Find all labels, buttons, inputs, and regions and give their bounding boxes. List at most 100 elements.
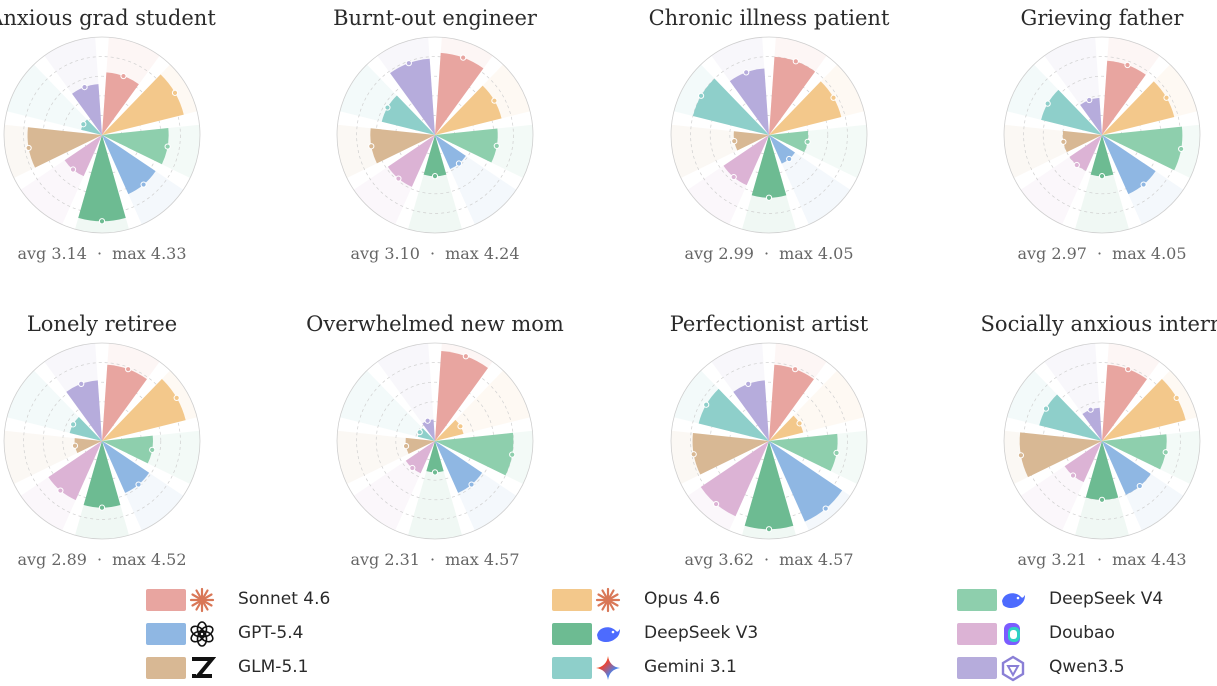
value-dot: [80, 121, 87, 128]
bar-qwen3-5: [729, 68, 769, 135]
value-dot: [25, 144, 32, 152]
grid-ring: [1023, 362, 1181, 520]
bar-deepseek-v3: [744, 441, 794, 530]
grid-ring: [336, 36, 534, 234]
bar-deepseek-v4: [1102, 434, 1167, 470]
panel-stats: avg 2.89 · max 4.52: [0, 550, 254, 569]
value-dot: [402, 443, 410, 450]
legend-item: Doubao: [957, 619, 1217, 647]
value-dot: [171, 89, 179, 96]
bar-gpt-5-4: [435, 441, 483, 493]
bar-glm-5-1: [1019, 432, 1102, 478]
separator: ·: [96, 550, 103, 569]
value-dot: [1178, 145, 1185, 153]
legend-item: DeepSeek V4: [957, 585, 1217, 613]
legend-label: Doubao: [1049, 623, 1115, 643]
bar-gemini-3-1: [69, 417, 102, 441]
bar-deepseek-v4: [435, 432, 514, 476]
value-dot: [796, 420, 803, 427]
bar-deepseek-v4: [769, 433, 838, 472]
value-dot: [173, 394, 180, 401]
value-dot: [468, 481, 475, 488]
value-dot: [1086, 96, 1093, 104]
anthropic-burst-icon: [594, 586, 622, 614]
bar-deepseek-v3: [78, 135, 126, 222]
value-dot: [712, 500, 720, 508]
value-dot: [424, 417, 431, 424]
value-dot: [98, 504, 106, 511]
zhipu-z-icon: [188, 654, 217, 682]
value-dot: [698, 92, 705, 99]
legend-item: Sonnet 4.6: [146, 585, 406, 613]
value-dot: [1017, 452, 1025, 459]
max-label: max: [779, 244, 818, 263]
panel-title: Burnt-out engineer: [333, 6, 537, 30]
value-dot: [1087, 406, 1094, 413]
persona-panel: Perfectionist artist avg 3.62 · max 4.57: [617, 306, 921, 606]
bar-opus-4-6: [102, 74, 184, 135]
persona-panel: Burnt-out engineer avg 3.10 · max 4.24: [283, 0, 587, 300]
separator: ·: [763, 550, 770, 569]
bar-opus-4-6: [769, 415, 804, 441]
legend-swatch: [552, 623, 592, 645]
legend-label: GLM-5.1: [238, 657, 309, 677]
value-dot: [745, 380, 752, 388]
polar-bar-chart: [336, 36, 534, 234]
grid-ring: [1003, 36, 1201, 234]
legend-item: DeepSeek V3: [552, 619, 812, 647]
persona-panel: Overwhelmed new mom avg 2.31 · max 4.57: [283, 306, 587, 606]
deepseek-whale-icon: [999, 586, 1027, 614]
bar-qwen3-5: [66, 380, 102, 441]
value-dot: [409, 464, 416, 472]
max-label: max: [445, 550, 484, 569]
bar-sonnet-4-6: [102, 364, 147, 441]
max-value: 4.52: [150, 550, 187, 569]
bar-sonnet-4-6: [435, 52, 484, 135]
bar-deepseek-v4: [435, 128, 498, 163]
value-dot: [71, 442, 79, 449]
bar-sonnet-4-6: [102, 72, 139, 135]
polar-bar-chart: [3, 342, 201, 540]
polar-bar-chart: [670, 342, 868, 540]
value-dot: [491, 97, 498, 104]
max-label: max: [1112, 550, 1151, 569]
value-dot: [462, 353, 469, 360]
polar-bar-chart: [336, 342, 534, 540]
value-dot: [431, 173, 439, 180]
legend-swatch: [957, 589, 997, 611]
value-dot: [149, 446, 156, 453]
value-dot: [792, 366, 799, 373]
bar-glm-5-1: [405, 437, 435, 454]
value-dot: [120, 72, 127, 80]
panel-title: Chronic illness patient: [648, 6, 890, 30]
bar-doubao: [48, 441, 102, 501]
legend-swatch: [146, 657, 186, 679]
separator: ·: [1096, 550, 1103, 569]
bar-gpt-5-4: [102, 441, 150, 493]
separator: ·: [429, 244, 436, 263]
value-dot: [1073, 161, 1080, 169]
sector-background: [407, 441, 463, 539]
bar-opus-4-6: [102, 378, 186, 441]
avg-label: avg: [1017, 244, 1052, 263]
legend-swatch: [146, 623, 186, 645]
value-dot: [1125, 366, 1132, 373]
bar-gemini-3-1: [698, 388, 769, 441]
sector-background: [1074, 135, 1130, 233]
value-dot: [792, 58, 799, 65]
max-value: 4.43: [1150, 550, 1187, 569]
bar-sonnet-4-6: [1102, 60, 1146, 136]
value-dot: [1140, 181, 1147, 188]
bar-gpt-5-4: [769, 441, 843, 522]
legend-label: Opus 4.6: [644, 589, 721, 609]
legend-swatch: [957, 657, 997, 679]
bar-deepseek-v3: [751, 135, 787, 198]
sector-background: [377, 343, 435, 441]
value-dot: [1098, 496, 1106, 503]
bar-opus-4-6: [1102, 378, 1186, 441]
avg-value: 3.62: [718, 550, 754, 569]
panel-title: Overwhelmed new mom: [306, 312, 564, 336]
panel-title: Lonely retiree: [26, 312, 178, 336]
bar-doubao: [1069, 135, 1102, 171]
avg-label: avg: [1017, 550, 1052, 569]
